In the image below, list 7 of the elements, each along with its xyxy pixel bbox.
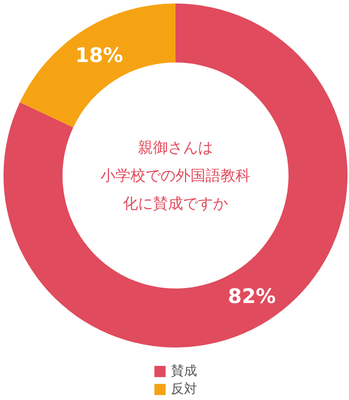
legend-label: 反対: [171, 381, 197, 398]
text: 親御さんは: [138, 138, 213, 156]
legend-label: 賛成: [171, 363, 197, 380]
data-label: 82%: [228, 284, 276, 308]
text: 小学校での外国語教科: [100, 166, 250, 184]
text: 化に賛成ですか: [123, 194, 228, 212]
data-label: 18%: [75, 43, 124, 68]
